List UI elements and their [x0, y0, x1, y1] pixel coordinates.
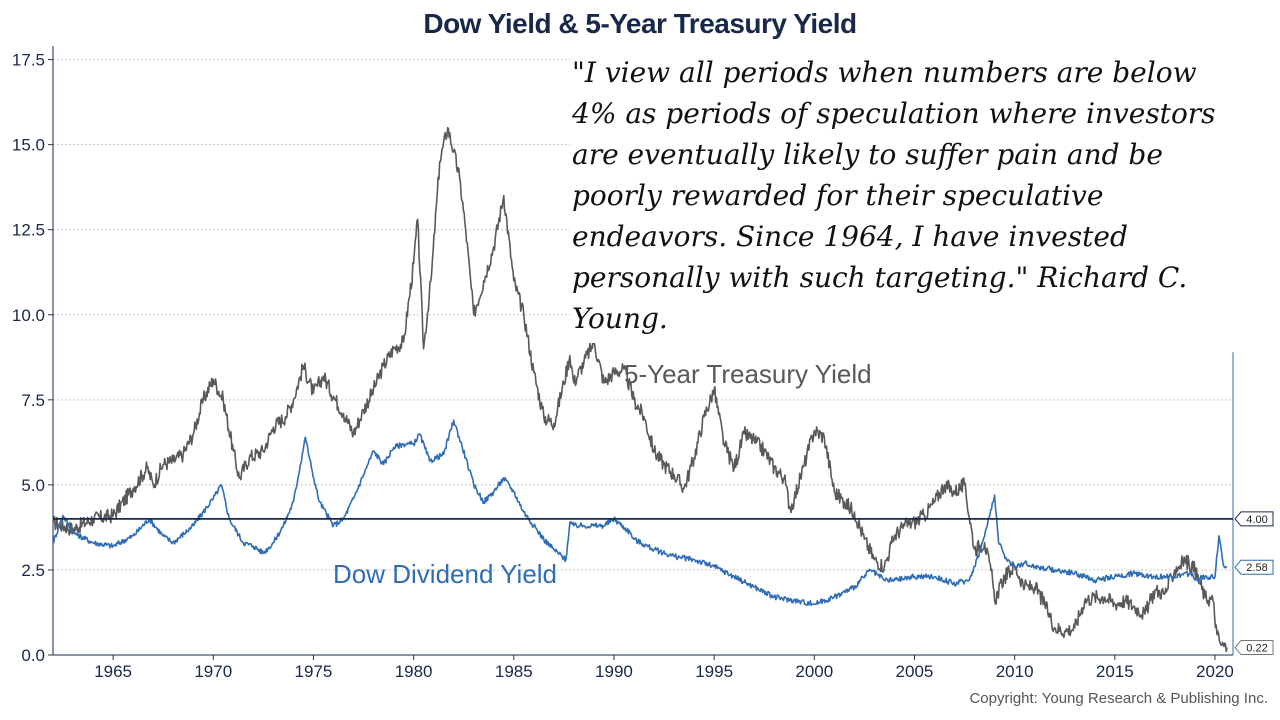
reference-value-callout-box — [1234, 511, 1274, 527]
y-tick-label: 15.0 — [12, 136, 45, 155]
treasury-value-callout-box — [1234, 640, 1274, 656]
y-tick-label: 17.5 — [12, 51, 45, 70]
x-tick-label: 1965 — [94, 662, 132, 681]
dividend-series-label: Dow Dividend Yield — [333, 559, 558, 589]
dividend-value-callout-text: 2.58 — [1246, 562, 1267, 574]
treasury-value-callout-text: 0.22 — [1246, 643, 1267, 655]
y-tick-label: 10.0 — [12, 306, 45, 325]
x-tick-label: 1985 — [495, 662, 533, 681]
treasury-value-callout: 0.22 — [1234, 640, 1274, 656]
x-tick-label: 2020 — [1196, 662, 1234, 681]
quote-annotation: "I view all periods when numbers are bel… — [570, 52, 1236, 343]
dividend-yield-line — [53, 419, 1228, 607]
reference-value-callout-text: 4.00 — [1246, 514, 1267, 526]
y-tick-label: 12.5 — [12, 221, 45, 240]
y-tick-label: 0.0 — [21, 646, 45, 665]
treasury-series-label: 5-Year Treasury Yield — [624, 359, 872, 389]
x-tick-label: 1975 — [295, 662, 333, 681]
x-tick-label: 2015 — [1096, 662, 1134, 681]
copyright-text: Copyright: Young Research & Publishing I… — [969, 690, 1268, 707]
chart-title: Dow Yield & 5-Year Treasury Yield — [423, 8, 857, 39]
x-tick-label: 1990 — [595, 662, 633, 681]
x-tick-label: 1970 — [194, 662, 232, 681]
x-tick-label: 1980 — [395, 662, 433, 681]
x-tick-label: 2005 — [896, 662, 934, 681]
y-tick-label: 2.5 — [21, 561, 45, 580]
treasury-yield-line — [52, 126, 1228, 653]
x-tick-label: 2010 — [996, 662, 1034, 681]
y-tick-label: 7.5 — [21, 391, 45, 410]
x-tick-label: 2000 — [795, 662, 833, 681]
dividend-value-callout: 2.58 — [1234, 559, 1274, 575]
dividend-value-callout-box — [1234, 559, 1274, 575]
x-tick-label: 1995 — [695, 662, 733, 681]
y-tick-label: 5.0 — [21, 476, 45, 495]
reference-value-callout: 4.00 — [1234, 511, 1274, 527]
